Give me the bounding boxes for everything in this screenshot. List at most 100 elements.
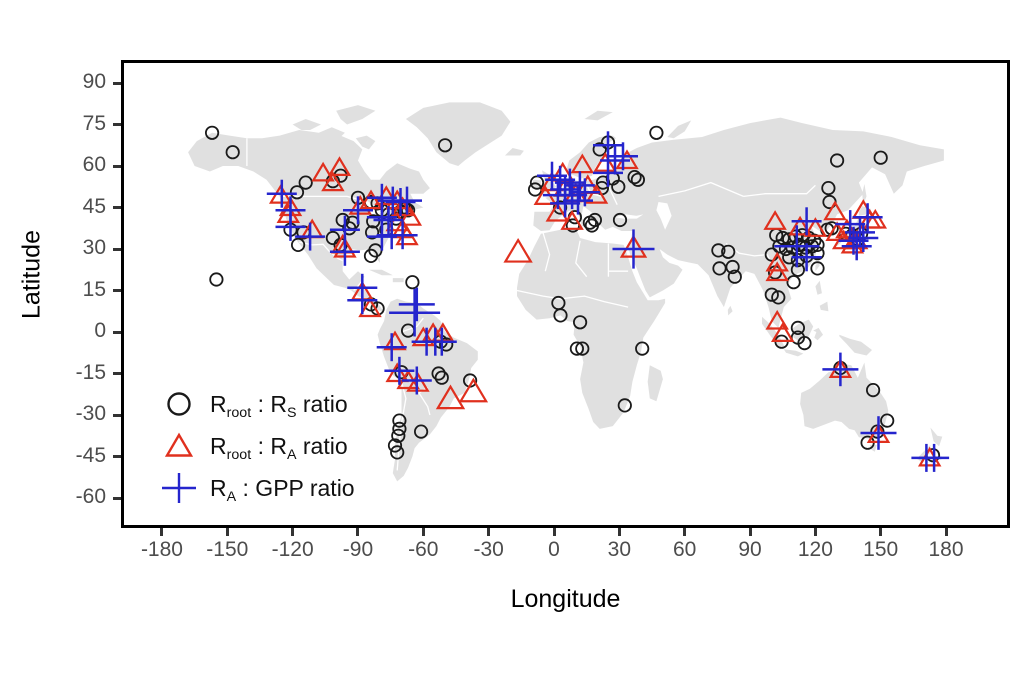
circle-marker <box>204 125 220 140</box>
circle-data-point <box>392 413 407 428</box>
plus-data-point <box>387 221 418 250</box>
circle-marker <box>790 320 806 335</box>
legend-label-text: : R <box>251 390 287 417</box>
map-land-shape <box>584 110 613 121</box>
x-tick-label: -90 <box>342 538 374 561</box>
circle-marker <box>553 308 568 323</box>
plus-data-point <box>426 327 457 356</box>
triangle-data-point <box>276 203 301 223</box>
y-tick-mark <box>113 206 121 209</box>
circle-marker <box>439 337 454 352</box>
plus-data-point <box>376 333 407 362</box>
map-country-border <box>542 232 551 272</box>
circle-marker <box>786 275 801 290</box>
legend-label-subscript: root <box>226 404 252 421</box>
map-water-shape <box>615 214 644 219</box>
plus-data-point <box>852 203 883 232</box>
circle-marker <box>405 275 420 290</box>
triangle-data-point <box>359 189 383 210</box>
triangle-marker <box>788 215 812 236</box>
plus-data-point <box>389 288 441 337</box>
x-tick-label: -120 <box>271 538 314 561</box>
plus-data-point <box>392 186 422 215</box>
series-plus <box>266 131 950 472</box>
legend-label-subscript: A <box>226 488 237 505</box>
circle-marker <box>366 214 381 229</box>
x-axis-title: Longitude <box>510 585 621 613</box>
y-tick-label: 60 <box>82 153 106 176</box>
circle-data-point <box>865 383 881 398</box>
circle-data-point <box>363 248 379 263</box>
legend-label-text: ratio <box>296 432 348 459</box>
plus-data-point <box>593 158 623 187</box>
circle-data-point <box>829 153 845 168</box>
circle-data-point <box>725 259 740 275</box>
legend-label-text: : R <box>251 432 287 459</box>
circle-data-point <box>370 301 385 316</box>
triangle-data-point <box>321 171 345 192</box>
circle-data-point <box>627 169 642 185</box>
circle-marker <box>630 172 646 187</box>
x-tick-label: -30 <box>473 538 504 561</box>
circle-data-point <box>569 341 584 356</box>
circle-data-point <box>612 212 628 228</box>
circle-marker <box>298 175 313 190</box>
triangle-data-point <box>385 362 409 383</box>
circle-marker <box>612 212 628 228</box>
legend-label-text: : GPP ratio <box>236 474 355 501</box>
plus-data-point <box>608 142 638 171</box>
triangle-marker <box>584 183 609 204</box>
circle-data-point <box>431 366 446 381</box>
triangle-marker <box>823 200 847 221</box>
circle-marker <box>434 370 449 385</box>
circle-data-point <box>617 398 632 413</box>
circle-marker <box>390 445 405 460</box>
triangle-data-point <box>858 208 882 229</box>
x-tick-mark <box>291 528 295 536</box>
triangle-data-point <box>327 156 352 177</box>
circle-marker <box>810 261 825 276</box>
circle-data-point <box>771 290 786 305</box>
x-tick-mark <box>748 528 752 536</box>
map-land-shape <box>517 228 666 429</box>
x-tick-label: -150 <box>206 538 249 561</box>
circle-data-point <box>797 336 812 351</box>
circle-marker <box>391 428 406 443</box>
y-tick-label: 0 <box>94 319 106 343</box>
x-tick-mark <box>683 528 687 536</box>
triangle-data-point <box>383 330 407 351</box>
circle-data-point <box>587 212 602 228</box>
map-land-shape <box>815 261 820 272</box>
circle-marker <box>363 248 379 263</box>
y-tick-label: 30 <box>82 236 106 260</box>
triangle-marker <box>164 432 194 457</box>
triangle-marker <box>765 251 789 272</box>
circle-marker <box>392 413 407 428</box>
circle-marker <box>635 341 650 356</box>
y-tick-mark <box>113 123 121 126</box>
y-tick-mark <box>113 455 121 459</box>
triangle-data-point <box>570 153 595 174</box>
map-country-border <box>516 289 629 308</box>
triangle-marker <box>458 377 489 403</box>
circle-marker <box>880 413 895 428</box>
x-tick-mark <box>879 528 883 536</box>
circle-marker <box>721 244 736 259</box>
circle-data-point <box>291 237 306 252</box>
map-country-border <box>575 240 588 278</box>
triangle-data-point <box>358 297 382 318</box>
circle-marker <box>365 225 380 240</box>
triangle-data-point <box>584 183 609 204</box>
plus-legend-icon <box>162 473 196 503</box>
triangle-marker <box>560 210 584 230</box>
legend-label-subscript: A <box>286 446 297 463</box>
triangle-legend-icon <box>164 432 194 457</box>
triangle-marker <box>276 203 301 223</box>
triangle-data-point <box>765 251 789 272</box>
triangle-data-point <box>348 194 372 215</box>
map-water-shape <box>656 202 672 230</box>
triangle-marker <box>763 210 787 230</box>
circle-data-point <box>786 275 801 290</box>
triangle-marker <box>359 189 383 210</box>
circle-data-point <box>414 424 429 439</box>
